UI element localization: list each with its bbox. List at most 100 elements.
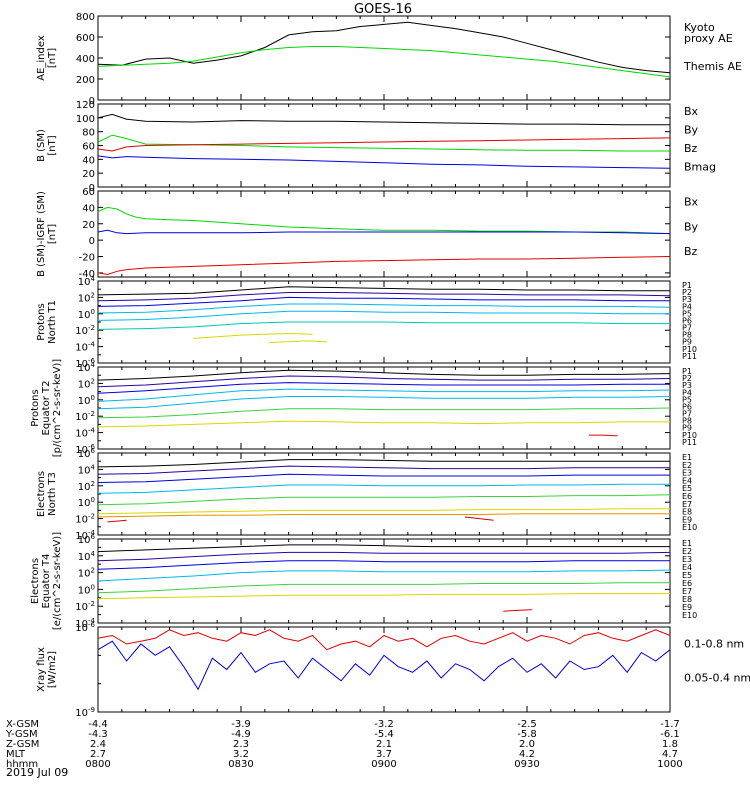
y-axis-label: B (SM)-IGRF (SM) bbox=[36, 191, 47, 277]
series-themis-ae bbox=[97, 21, 671, 74]
y-axis-label: [nT] bbox=[47, 135, 58, 155]
series-by bbox=[97, 134, 670, 152]
legend-entry: E9 bbox=[682, 515, 692, 524]
legend-entry: P3 bbox=[682, 381, 692, 390]
legend-entry: E1 bbox=[682, 453, 692, 462]
y-tick-label: 0 bbox=[89, 96, 95, 107]
time-axis-row-label: MLT bbox=[6, 749, 26, 760]
legend-entry: P6 bbox=[682, 402, 692, 411]
y-tick-label: -20 bbox=[79, 253, 95, 264]
legend-entry: P11 bbox=[682, 352, 697, 361]
time-axis-value: -3.2 bbox=[374, 719, 394, 730]
series-p6 bbox=[97, 321, 670, 330]
y-axis-label: [nT] bbox=[47, 224, 58, 244]
y-tick-label: 100 bbox=[78, 583, 95, 596]
panel-8: 10-9 10-6 Xray flux [W/m2] 0.1-0.8 nm 0.05-0.… bbox=[36, 621, 750, 719]
time-axis-value: -2.5 bbox=[517, 719, 537, 730]
legend-entry: P9 bbox=[682, 338, 692, 347]
legend-entry: P7 bbox=[682, 324, 692, 333]
y-axis-label: Protons bbox=[36, 303, 47, 340]
series-p1 bbox=[97, 369, 671, 381]
series-p6 bbox=[97, 407, 671, 419]
legend-entry: E1 bbox=[682, 539, 692, 548]
time-axis-row-label: Z-GSM bbox=[6, 739, 39, 750]
legend-entry: E2 bbox=[682, 461, 692, 470]
y-tick-label: 60 bbox=[82, 142, 95, 153]
y-tick-label: -40 bbox=[79, 269, 95, 280]
series-e9 bbox=[107, 519, 127, 523]
legend-entry: E10 bbox=[682, 523, 697, 532]
legend-entry: Bz bbox=[684, 142, 698, 155]
legend-entry: Bz bbox=[684, 245, 698, 258]
legend-entry: P10 bbox=[682, 431, 697, 440]
y-tick-label: 10-2 bbox=[75, 410, 95, 423]
series-e3 bbox=[97, 560, 670, 570]
y-axis-label: Equator T2 bbox=[41, 381, 52, 436]
legend-entry: P11 bbox=[682, 438, 697, 447]
legend-entry: E8 bbox=[682, 508, 692, 517]
y-tick-label: 10-2 bbox=[75, 513, 95, 526]
series-kyoto-proxy-ae bbox=[97, 46, 671, 78]
legend-entry: P9 bbox=[682, 424, 692, 433]
series-bmag bbox=[97, 113, 670, 126]
series-bz bbox=[97, 137, 671, 152]
series-bx bbox=[97, 229, 671, 235]
legend-entry: Kyoto bbox=[684, 21, 715, 34]
y-tick-label: 10-4 bbox=[75, 341, 95, 354]
time-axis-value: 0900 bbox=[371, 759, 396, 770]
y-tick-label: 60 bbox=[82, 187, 95, 198]
series-p4 bbox=[97, 303, 671, 314]
time-axis-value: 2.3 bbox=[233, 739, 249, 750]
legend-entry: P4 bbox=[682, 388, 692, 397]
time-axis-value: 3.2 bbox=[233, 749, 249, 760]
legend-entry: E7 bbox=[682, 587, 692, 596]
y-axis-label: B (SM) bbox=[36, 129, 47, 162]
legend-entry: P8 bbox=[682, 331, 692, 340]
time-axis-value: 1.8 bbox=[662, 739, 678, 750]
legend-entry: E4 bbox=[682, 563, 692, 572]
time-axis-value: -6.1 bbox=[660, 729, 680, 740]
y-tick-label: 10-2 bbox=[75, 600, 95, 613]
legend-entry: E5 bbox=[682, 571, 692, 580]
legend-entry: P1 bbox=[682, 367, 692, 376]
legend-entry: P1 bbox=[682, 281, 692, 290]
y-tick-label: 104 bbox=[78, 550, 96, 563]
series-p2 bbox=[97, 375, 671, 388]
time-axis-value: 0930 bbox=[514, 759, 539, 770]
series-p5 bbox=[97, 396, 671, 410]
y-tick-label: 102 bbox=[78, 567, 95, 580]
series-p2 bbox=[97, 292, 671, 302]
y-tick-label: 20 bbox=[82, 169, 95, 180]
y-axis-label: [W/m2] bbox=[47, 651, 58, 688]
y-tick-label: 20 bbox=[82, 220, 95, 231]
legend-entry: By bbox=[684, 220, 699, 233]
legend-entry: P6 bbox=[682, 316, 692, 325]
legend-entry: proxy AE bbox=[684, 32, 733, 45]
series-e10 bbox=[464, 516, 494, 521]
y-tick-label: 80 bbox=[82, 128, 95, 139]
legend-entry: Themis AE bbox=[683, 60, 742, 73]
series-0-05-0-4-nm bbox=[97, 640, 671, 691]
legend-entry: E5 bbox=[682, 484, 692, 493]
time-axis-value: 1000 bbox=[657, 759, 682, 770]
legend-entry: E6 bbox=[682, 579, 692, 588]
panel-frame bbox=[97, 538, 671, 624]
time-axis-value: -5.8 bbox=[517, 729, 537, 740]
y-axis-label: [e/(cm^2-s-sr-keV)] bbox=[52, 532, 63, 630]
time-axis-row-label: hhmm bbox=[6, 759, 38, 770]
series-p3 bbox=[97, 296, 670, 307]
y-tick-label: 106 bbox=[78, 533, 96, 546]
time-axis-table: X-GSM -4.4 -3.9 -3.2 -2.5 -1.7 Y-GSM -4.3 -4.9 -5… bbox=[5, 719, 683, 770]
legend-entry: P8 bbox=[682, 417, 692, 426]
y-tick-label: 0 bbox=[89, 236, 95, 247]
y-tick-label: 600 bbox=[76, 33, 95, 44]
y-tick-label: 104 bbox=[78, 361, 96, 374]
y-axis-label: North T1 bbox=[47, 300, 58, 344]
legend-entry: P7 bbox=[682, 410, 692, 419]
series-p4 bbox=[97, 388, 671, 402]
y-tick-label: 10-9 bbox=[75, 706, 95, 719]
